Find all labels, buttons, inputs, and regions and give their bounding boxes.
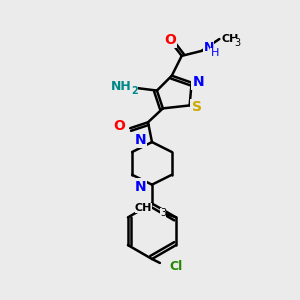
Text: CH: CH xyxy=(221,34,239,44)
Text: CH: CH xyxy=(135,203,152,214)
Text: N: N xyxy=(134,133,146,147)
Text: S: S xyxy=(192,100,202,114)
Text: O: O xyxy=(113,119,125,133)
Text: O: O xyxy=(164,33,176,47)
Text: 3: 3 xyxy=(234,38,240,48)
Text: N: N xyxy=(193,75,204,88)
Text: H: H xyxy=(210,48,219,58)
Text: Cl: Cl xyxy=(170,260,183,273)
Text: N: N xyxy=(134,180,146,194)
Text: N: N xyxy=(203,41,214,55)
Text: 3: 3 xyxy=(160,208,166,218)
Text: 2: 2 xyxy=(131,85,138,96)
Text: NH: NH xyxy=(110,80,131,93)
